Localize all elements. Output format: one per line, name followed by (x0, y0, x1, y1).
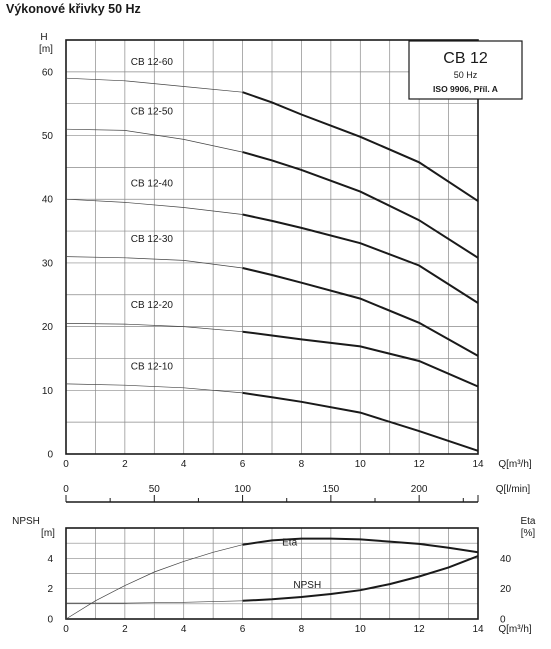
npsh-chart-grid (65, 527, 479, 620)
curve-label-cb-12-10: CB 12-10 (131, 361, 174, 372)
npsh-x-tick-label: 2 (122, 624, 128, 635)
curve-cb-12-10 (242, 391, 479, 452)
curve-cb-12-20 (242, 330, 479, 388)
curve-eta (242, 537, 479, 554)
npsh-chart-frame (65, 527, 479, 620)
npsh-y-left-title: NPSH (12, 516, 40, 527)
main-chart-labels: 0 2 4 6 8 10 12 14 0 10 20 30 40 50 60 H[m] Q[m³/h] CB 12… (39, 32, 532, 470)
main-x-tick-label: 12 (414, 459, 426, 470)
main-x-tick-label: 2 (122, 459, 128, 470)
main-x-tick-label: 0 (63, 459, 69, 470)
lpm-axis-title: Q[l/min] (496, 484, 531, 495)
curve-cb-12-60-thin (65, 77, 243, 93)
main-chart-curves (65, 77, 479, 452)
main-x-tick-label: 10 (355, 459, 367, 470)
curve-cb-12-60 (242, 91, 479, 202)
npsh-x-tick-label: 12 (414, 624, 426, 635)
main-y-axis-title: H (40, 32, 47, 43)
npsh-y-right-unit: [%] (521, 528, 536, 539)
npsh-y-left-tick-label: 2 (47, 584, 53, 595)
lpm-tick-label: 150 (323, 484, 340, 495)
curve-eta-thin (65, 544, 243, 620)
curve-cb-12-40 (242, 213, 479, 304)
curve-label-cb-12-60: CB 12-60 (131, 57, 174, 68)
curve-label-npsh: NPSH (293, 580, 321, 591)
main-y-tick-label: 20 (42, 322, 54, 333)
main-y-tick-label: 10 (42, 386, 54, 397)
main-x-tick-label: 14 (472, 459, 484, 470)
curve-label-eta: Eta (282, 537, 297, 548)
npsh-x-tick-label: 6 (240, 624, 246, 635)
curve-cb-12-50 (242, 151, 479, 259)
curve-cb-12-20-thin (65, 323, 243, 333)
npsh-y-left-tick-label: 0 (47, 615, 53, 626)
main-y-tick-label: 40 (42, 195, 54, 206)
page-title: Výkonové křivky 50 Hz (6, 2, 141, 16)
npsh-x-axis-title: Q[m³/h] (498, 624, 532, 635)
legend-box-frame (408, 40, 523, 100)
main-y-axis-unit: [m] (39, 44, 53, 55)
main-chart-grid (65, 39, 479, 455)
npsh-x-tick-label: 0 (63, 624, 69, 635)
curve-cb-12-40-thin (65, 198, 243, 215)
legend-box-standard: ISO 9906, Příl. A (433, 84, 498, 94)
npsh-y-right-tick-label: 40 (500, 554, 512, 565)
curve-label-cb-12-50: CB 12-50 (131, 107, 174, 118)
main-y-tick-label: 30 (42, 258, 54, 269)
curve-cb-12-50-thin (65, 128, 243, 153)
curve-cb-12-30 (242, 267, 479, 357)
npsh-chart-curves (65, 537, 479, 620)
main-y-tick-label: 60 (42, 67, 54, 78)
lpm-tick-label: 100 (234, 484, 251, 495)
main-y-tick-label: 50 (42, 131, 54, 142)
lpm-tick-label: 50 (149, 484, 161, 495)
legend-box-frequency: 50 Hz (454, 70, 478, 80)
npsh-y-left-unit: [m] (41, 528, 55, 539)
curve-cb-12-10-thin (65, 383, 243, 394)
curve-label-cb-12-40: CB 12-40 (131, 178, 174, 189)
curve-cb-12-30-thin (65, 256, 243, 269)
npsh-x-tick-label: 8 (299, 624, 305, 635)
npsh-x-tick-label: 14 (472, 624, 484, 635)
lpm-tick-label: 200 (411, 484, 428, 495)
legend-box: CB 12 50 Hz ISO 9906, Příl. A (408, 40, 523, 100)
main-x-tick-label: 6 (240, 459, 246, 470)
npsh-x-tick-label: 4 (181, 624, 187, 635)
lpm-scale: 0 50 100 150 200 Q[l/min] (63, 484, 531, 503)
main-chart-frame (65, 39, 479, 455)
main-x-tick-label: 8 (299, 459, 305, 470)
npsh-y-right-tick-label: 0 (500, 615, 506, 626)
main-x-axis-title: Q[m³/h] (498, 459, 532, 470)
main-y-tick-label: 0 (47, 450, 53, 461)
npsh-y-right-tick-label: 20 (500, 584, 512, 595)
npsh-y-right-title: Eta (520, 516, 535, 527)
npsh-y-left-tick-label: 4 (47, 554, 53, 565)
curve-npsh (242, 555, 479, 602)
npsh-x-tick-label: 10 (355, 624, 367, 635)
curve-npsh-thin (66, 600, 243, 604)
lpm-tick-label: 0 (63, 484, 69, 495)
curve-label-cb-12-30: CB 12-30 (131, 234, 174, 245)
npsh-chart-labels: 0 2 4 6 8 10 12 1402402040NPSH[m]Eta[%]Q[m³/h]E… (12, 516, 536, 635)
legend-box-title: CB 12 (443, 50, 488, 67)
curve-label-cb-12-20: CB 12-20 (131, 300, 174, 311)
main-x-tick-label: 4 (181, 459, 187, 470)
